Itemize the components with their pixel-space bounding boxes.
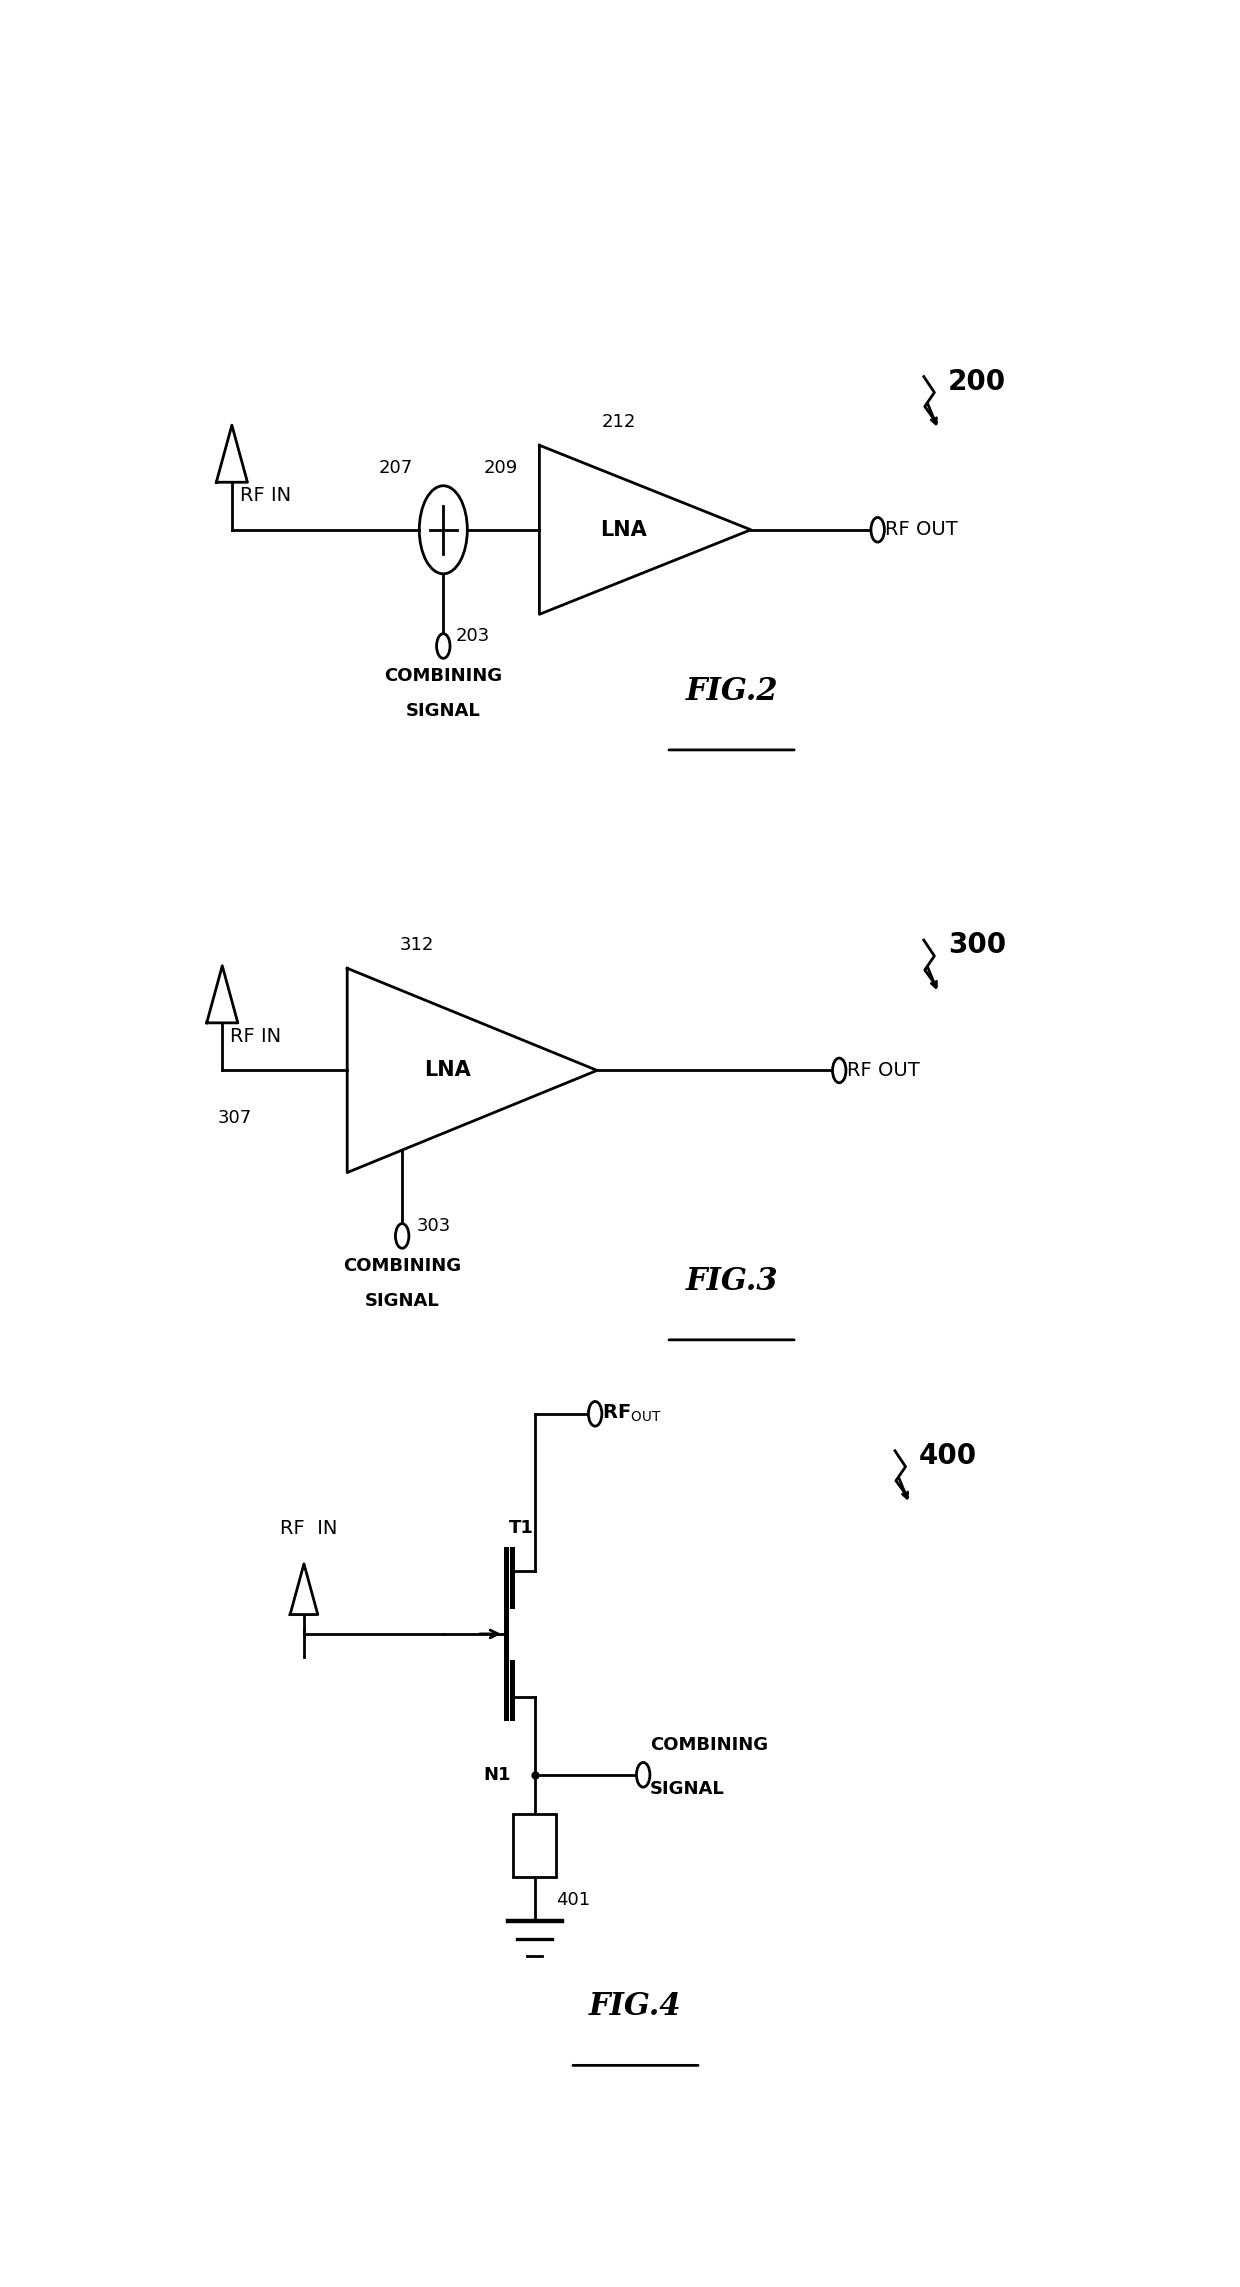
Text: 307: 307	[217, 1109, 252, 1127]
Text: SIGNAL: SIGNAL	[365, 1292, 439, 1310]
Text: COMBINING: COMBINING	[384, 668, 502, 686]
Text: SIGNAL: SIGNAL	[650, 1779, 724, 1798]
Circle shape	[636, 1763, 650, 1786]
Text: SIGNAL: SIGNAL	[405, 702, 481, 720]
Text: 300: 300	[947, 931, 1006, 958]
Circle shape	[870, 517, 884, 542]
Text: RF OUT: RF OUT	[885, 519, 959, 540]
Text: FIG.4: FIG.4	[589, 1992, 682, 2022]
Text: 203: 203	[456, 627, 490, 645]
Text: RF IN: RF IN	[239, 487, 290, 505]
Text: 401: 401	[556, 1891, 590, 1910]
Text: 312: 312	[401, 935, 434, 954]
FancyBboxPatch shape	[513, 1814, 556, 1878]
Text: RF  IN: RF IN	[280, 1519, 337, 1539]
Text: RF OUT: RF OUT	[847, 1061, 920, 1079]
Text: LNA: LNA	[424, 1061, 470, 1079]
Text: 303: 303	[417, 1217, 451, 1235]
Text: 400: 400	[919, 1443, 977, 1471]
Text: FIG.3: FIG.3	[686, 1267, 777, 1297]
Text: COMBINING: COMBINING	[343, 1258, 461, 1276]
Circle shape	[436, 633, 450, 659]
Circle shape	[832, 1059, 846, 1082]
Text: N1: N1	[484, 1766, 511, 1784]
Text: RF$_{\rm OUT}$: RF$_{\rm OUT}$	[601, 1404, 661, 1425]
Text: 209: 209	[484, 460, 518, 478]
Text: RF IN: RF IN	[229, 1027, 281, 1045]
Circle shape	[589, 1402, 601, 1427]
Text: 207: 207	[378, 460, 413, 478]
Text: T1: T1	[508, 1519, 533, 1537]
Text: 212: 212	[601, 414, 636, 432]
Text: 200: 200	[947, 368, 1006, 396]
Circle shape	[396, 1224, 409, 1249]
Text: COMBINING: COMBINING	[650, 1736, 768, 1754]
Text: FIG.2: FIG.2	[686, 677, 777, 707]
Text: Z: Z	[527, 1834, 543, 1855]
Text: LNA: LNA	[600, 519, 647, 540]
